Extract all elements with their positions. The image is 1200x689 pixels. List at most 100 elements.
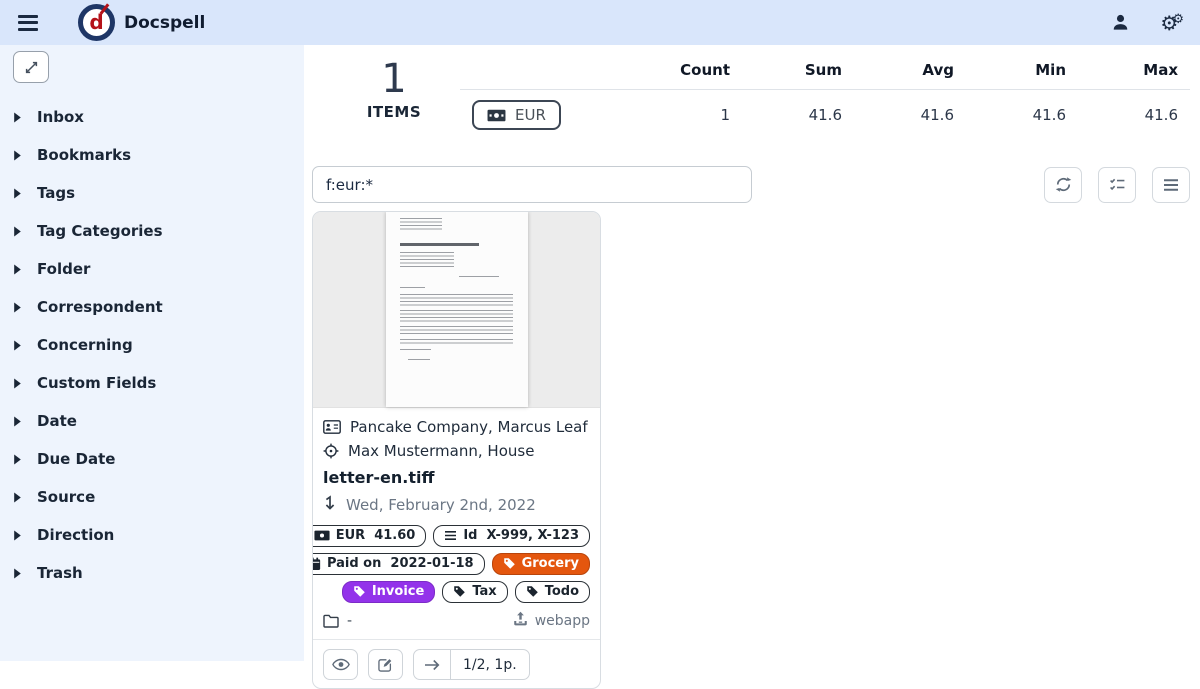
sidebar-item-concerning[interactable]: Concerning bbox=[13, 326, 304, 364]
correspondent-row: Pancake Company, Marcus Leaf bbox=[323, 418, 590, 436]
stat-avg: 41.6 bbox=[854, 89, 966, 140]
item-thumbnail[interactable] bbox=[313, 212, 600, 408]
concerning-text: Max Mustermann, House bbox=[348, 442, 535, 460]
sidebar-item-source[interactable]: Source bbox=[13, 478, 304, 516]
card-divider bbox=[313, 639, 600, 640]
search-stats: 1 ITEMS Count Sum Avg Min Max bbox=[304, 57, 1200, 140]
brand-link[interactable]: d Docspell bbox=[78, 3, 206, 41]
sidebar-item-trash[interactable]: Trash bbox=[13, 554, 304, 592]
settings-gears-icon[interactable]: ⚙ ⚙ bbox=[1160, 10, 1183, 35]
caret-right-icon bbox=[13, 378, 22, 389]
table-row: EUR 1 41.6 41.6 41.6 41.6 bbox=[460, 89, 1190, 140]
tag-badge-grocery[interactable]: Grocery bbox=[491, 553, 590, 575]
stat-col-min: Min bbox=[1035, 61, 1066, 79]
refresh-button[interactable] bbox=[1044, 166, 1082, 203]
arrow-down-icon bbox=[323, 495, 337, 515]
stat-min: 41.6 bbox=[966, 89, 1078, 140]
eye-icon bbox=[331, 658, 350, 671]
search-query-input[interactable] bbox=[312, 166, 752, 203]
document-preview bbox=[385, 212, 528, 407]
tag-icon bbox=[353, 585, 366, 598]
list-check-icon bbox=[1109, 178, 1124, 191]
money-bill-icon bbox=[487, 109, 506, 121]
caret-right-icon bbox=[13, 150, 22, 161]
item-date-text: Wed, February 2nd, 2022 bbox=[346, 496, 536, 514]
caret-right-icon bbox=[13, 264, 22, 275]
tag-badge-todo[interactable]: Todo bbox=[514, 581, 590, 603]
money-bill-icon bbox=[314, 530, 330, 541]
select-mode-button[interactable] bbox=[1098, 166, 1136, 203]
caret-right-icon bbox=[13, 416, 22, 427]
menu-toggle-icon[interactable] bbox=[18, 14, 38, 31]
stat-col-max: Max bbox=[1143, 61, 1178, 79]
address-card-icon bbox=[323, 420, 341, 434]
sidebar-item-date[interactable]: Date bbox=[13, 402, 304, 440]
stat-count: 1 bbox=[630, 89, 742, 140]
caret-right-icon bbox=[13, 454, 22, 465]
caret-right-icon bbox=[13, 188, 22, 199]
sidebar-item-custom-fields[interactable]: Custom Fields bbox=[13, 364, 304, 402]
items-count-value: 1 bbox=[381, 56, 407, 102]
item-date-row: Wed, February 2nd, 2022 bbox=[323, 495, 590, 515]
caret-right-icon bbox=[13, 530, 22, 541]
caret-right-icon bbox=[13, 568, 22, 579]
sidebar-item-bookmarks[interactable]: Bookmarks bbox=[13, 136, 304, 174]
custom-field-id-badge: Id X-999, X-123 bbox=[433, 525, 590, 547]
sidebar-item-direction[interactable]: Direction bbox=[13, 516, 304, 554]
edit-button[interactable] bbox=[368, 649, 403, 680]
docspell-logo-icon: d bbox=[78, 3, 115, 41]
user-icon[interactable] bbox=[1111, 13, 1130, 32]
stat-col-sum: Sum bbox=[804, 61, 842, 79]
concerning-row: Max Mustermann, House bbox=[323, 442, 590, 460]
sidebar-item-due-date[interactable]: Due Date bbox=[13, 440, 304, 478]
source-value: webapp bbox=[534, 612, 590, 629]
sidebar-item-inbox[interactable]: Inbox bbox=[13, 98, 304, 136]
items-count-label: ITEMS bbox=[366, 103, 422, 121]
currency-stats-table: Count Sum Avg Min Max bbox=[460, 57, 1190, 140]
caret-right-icon bbox=[13, 340, 22, 351]
stat-max: 41.6 bbox=[1078, 89, 1190, 140]
caret-right-icon bbox=[13, 226, 22, 237]
folder-icon bbox=[323, 614, 339, 628]
edit-icon bbox=[378, 659, 392, 672]
crosshairs-icon bbox=[323, 443, 339, 459]
items-count-block: 1 ITEMS bbox=[344, 57, 444, 140]
preview-button[interactable] bbox=[323, 649, 358, 680]
caret-right-icon bbox=[13, 492, 22, 503]
stat-col-avg: Avg bbox=[922, 61, 954, 79]
tag-icon bbox=[503, 557, 516, 570]
stat-col-count: Count bbox=[680, 61, 730, 79]
tag-icon bbox=[526, 585, 539, 598]
bars-icon bbox=[1164, 178, 1178, 191]
stat-sum: 41.6 bbox=[742, 89, 854, 140]
caret-right-icon bbox=[13, 112, 22, 123]
custom-field-amount-badge: EUR 41.60 bbox=[313, 525, 427, 547]
tag-badge-invoice[interactable]: Invoice bbox=[341, 581, 436, 603]
tag-badge-tax[interactable]: Tax bbox=[442, 581, 508, 603]
open-item-button[interactable] bbox=[414, 650, 450, 679]
goto-item-group: 1/2, 1p. bbox=[413, 649, 530, 680]
arrow-right-icon bbox=[425, 659, 440, 670]
folder-value: - bbox=[347, 612, 353, 629]
item-name-link[interactable]: letter-en.tiff bbox=[323, 468, 435, 487]
correspondent-text: Pancake Company, Marcus Leaf bbox=[350, 418, 588, 436]
currency-eur-badge[interactable]: EUR bbox=[472, 100, 561, 130]
upload-icon bbox=[513, 611, 528, 630]
sidebar-item-tag-categories[interactable]: Tag Categories bbox=[13, 212, 304, 250]
sidebar-item-tags[interactable]: Tags bbox=[13, 174, 304, 212]
sidebar-sections: Inbox Bookmarks Tags Tag Categories Fold… bbox=[13, 98, 304, 592]
expand-sidebar-button[interactable] bbox=[13, 51, 49, 83]
stat-col-currency bbox=[460, 57, 630, 90]
item-card: Pancake Company, Marcus Leaf Max Musterm… bbox=[312, 211, 601, 689]
app-title: Docspell bbox=[124, 12, 206, 33]
attachment-pages-label: 1/2, 1p. bbox=[450, 650, 529, 679]
due-date-badge: Paid on 2022-01-18 bbox=[313, 553, 485, 575]
refresh-icon bbox=[1055, 177, 1071, 192]
view-menu-button[interactable] bbox=[1152, 166, 1190, 203]
sidebar-item-correspondent[interactable]: Correspondent bbox=[13, 288, 304, 326]
search-sidebar: Inbox Bookmarks Tags Tag Categories Fold… bbox=[0, 45, 304, 661]
list-lines-icon bbox=[444, 530, 457, 541]
sidebar-item-folder[interactable]: Folder bbox=[13, 250, 304, 288]
caret-right-icon bbox=[13, 302, 22, 313]
item-list-main: 1 ITEMS Count Sum Avg Min Max bbox=[304, 45, 1200, 689]
